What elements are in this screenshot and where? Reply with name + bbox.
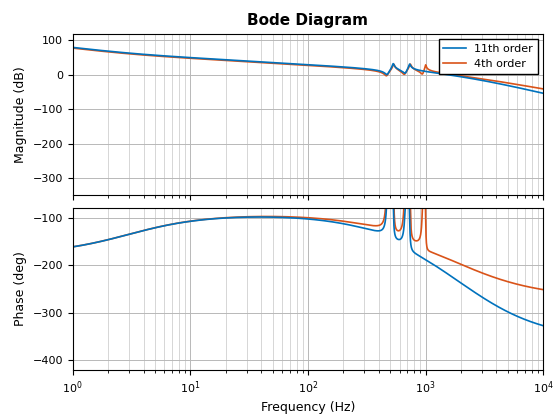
Title: Bode Diagram: Bode Diagram [248,13,368,28]
4th order [368,68,375,73]
Line: 4th order: 4th order [73,48,543,89]
Y-axis label: Phase (deg): Phase (deg) [14,252,27,326]
11th order [69,45,76,50]
Legend: 11th order, 4th order: 11th order, 4th order [439,39,538,74]
4th order [348,66,354,71]
4th order [93,48,100,53]
4th order [418,71,425,76]
11th order [368,67,375,72]
11th order [240,58,246,63]
4th order [444,71,450,76]
Line: 11th order: 11th order [73,47,543,93]
11th order [418,68,425,73]
4th order [240,59,246,64]
4th order [540,87,547,92]
X-axis label: Frequency (Hz): Frequency (Hz) [261,402,355,415]
4th order [69,46,76,51]
11th order [540,91,547,96]
11th order [444,72,450,77]
11th order [93,47,100,52]
11th order [348,65,354,70]
Y-axis label: Magnitude (dB): Magnitude (dB) [14,66,27,163]
